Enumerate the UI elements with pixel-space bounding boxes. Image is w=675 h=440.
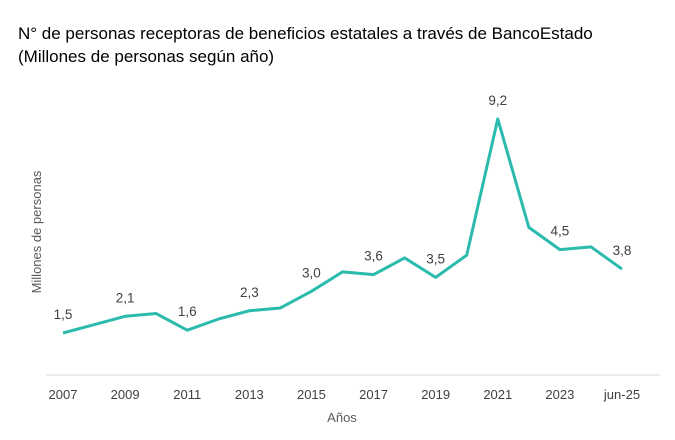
data-label: 2,1: [116, 290, 135, 305]
data-label: 1,6: [178, 304, 197, 319]
x-tick-label: 2019: [421, 387, 450, 402]
series-line: [62, 117, 623, 335]
x-tick-label: 2011: [173, 387, 201, 402]
x-tick-label: jun-25: [603, 387, 640, 402]
x-tick-label: 2013: [235, 387, 264, 402]
x-tick-label: 2021: [483, 387, 512, 402]
data-label: 3,8: [613, 243, 632, 258]
chart-title: N° de personas receptoras de beneficios …: [18, 22, 593, 68]
x-tick-label: 2009: [111, 387, 140, 402]
y-axis-title: Millones de personas: [29, 170, 44, 293]
chart-subtitle: (Millones de personas según año): [18, 47, 275, 66]
data-label: 4,5: [550, 224, 569, 239]
x-tick-label: 2017: [359, 387, 388, 402]
data-label: 3,5: [426, 251, 445, 266]
x-tick-label: 2015: [297, 387, 326, 402]
data-label: 3,0: [302, 265, 321, 280]
data-labels: 1,5 2,1 1,6 2,3 3,0 3,6 3,5 9,2 4,5 3,8: [54, 93, 632, 322]
chart-title-main: N° de personas receptoras de beneficios …: [18, 24, 593, 43]
data-label: 3,6: [364, 249, 383, 264]
x-axis-title: Años: [327, 410, 357, 425]
data-label: 2,3: [240, 285, 259, 300]
x-tick-label: 2007: [49, 387, 78, 402]
data-label: 1,5: [54, 307, 73, 322]
x-tick-label: 2023: [545, 387, 574, 402]
data-label: 9,2: [488, 93, 507, 108]
x-tick-labels: 2007 2009 2011 2013 2015 2017 2019 2021 2023 jun-…: [49, 387, 641, 402]
